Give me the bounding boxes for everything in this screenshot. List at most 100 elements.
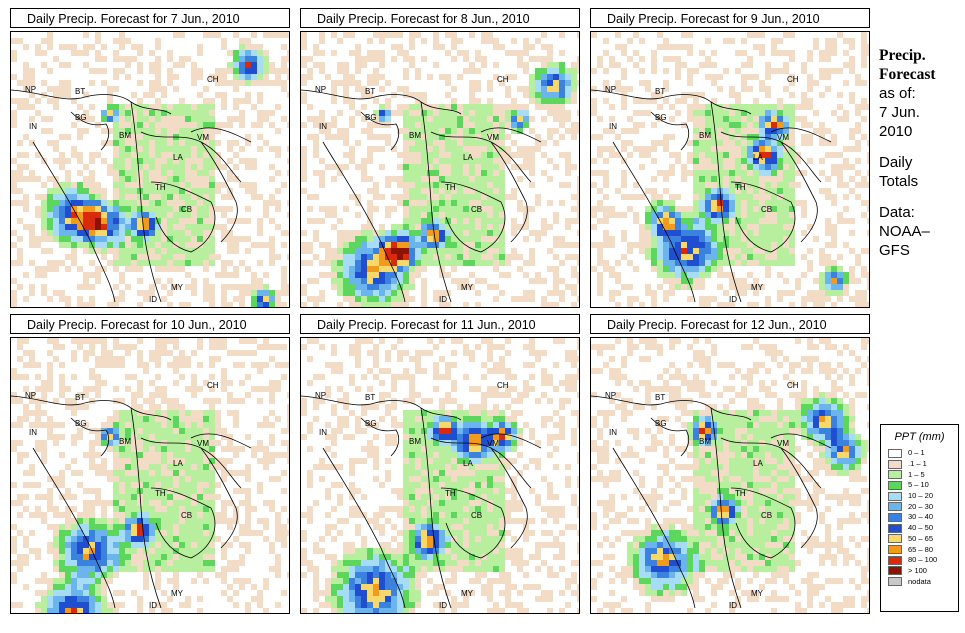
country-label-bm: BM [699,131,711,140]
legend-item: nodata [881,576,958,587]
as-of-date-line1: 7 Jun. [879,104,920,121]
country-label-bt: BT [365,87,375,96]
country-label-bg: BG [365,419,377,428]
precip-map: NP BT BG IN BM CH VM LA TH CB MY ID [300,31,580,308]
country-label-bt: BT [75,87,85,96]
country-label-bg: BG [75,113,87,122]
country-label-in: IN [609,122,617,131]
legend-item: .1 – 1 [881,459,958,470]
precip-map: NP BT BG IN BM CH VM LA TH CB MY ID [590,31,870,308]
legend-item: 1 – 5 [881,469,958,480]
country-label-my: MY [171,589,184,598]
legend-item: 40 – 50 [881,523,958,534]
side-title-line2: Forecast [879,66,936,83]
legend-item: 80 – 100 [881,555,958,566]
precip-map: NP BT BG IN BM CH VM LA TH CB MY ID [590,337,870,614]
legend-swatch [888,470,902,480]
as-of-label: as of: [879,85,916,102]
map-canvas: NP BT BG IN BM CH VM LA TH CB MY ID [11,338,289,613]
country-label-ch: CH [787,381,799,390]
legend-swatch [888,502,902,512]
country-label-th: TH [735,183,746,192]
daily-line1: Daily [879,154,913,171]
legend-swatch [888,545,902,555]
forecast-panel-4: Daily Precip. Forecast for 10 Jun., 2010… [10,314,290,614]
legend-label: 65 – 80 [908,544,934,554]
country-label-cb: CB [181,205,192,214]
legend-label: 20 – 30 [908,501,934,511]
country-label-la: LA [173,153,183,162]
country-label-ch: CH [207,75,219,84]
country-label-id: ID [439,601,447,610]
data-source-line2: NOAA– [879,223,930,240]
country-label-in: IN [319,122,327,131]
country-label-my: MY [461,589,474,598]
country-label-bm: BM [699,437,711,446]
forecast-panel-3: Daily Precip. Forecast for 9 Jun., 2010 … [590,8,870,308]
legend-label: 30 – 40 [908,512,934,522]
country-label-cb: CB [471,511,482,520]
legend-swatch [888,566,902,576]
legend-swatch [888,491,902,501]
country-label-bg: BG [655,113,667,122]
as-of-date-line2: 2010 [879,123,913,140]
legend-swatch [888,448,902,458]
side-title-line1: Precip. [879,47,926,64]
legend-label: > 100 [908,565,927,575]
map-canvas: NP BT BG IN BM CH VM LA TH CB MY ID [11,32,289,307]
panel-title: Daily Precip. Forecast for 11 Jun., 2010 [300,314,580,334]
country-label-cb: CB [761,511,772,520]
precip-map: NP BT BG IN BM CH VM LA TH CB MY ID [10,31,290,308]
daily-line2: Totals [879,173,919,190]
country-label-vm: VM [487,133,499,142]
country-label-vm: VM [777,133,789,142]
country-label-id: ID [729,295,737,304]
legend-label: 1 – 5 [908,469,925,479]
legend-item: 30 – 40 [881,512,958,523]
country-label-ch: CH [787,75,799,84]
panel-title: Daily Precip. Forecast for 8 Jun., 2010 [300,8,580,28]
country-label-th: TH [155,183,166,192]
country-label-bm: BM [409,131,421,140]
legend-swatch [888,512,902,522]
legend-label: 10 – 20 [908,491,934,501]
map-canvas: NP BT BG IN BM CH VM LA TH CB MY ID [301,32,579,307]
legend-label: 0 – 1 [908,448,925,458]
legend-swatch [888,555,902,565]
country-label-ch: CH [207,381,219,390]
country-label-my: MY [461,283,474,292]
panel-title: Daily Precip. Forecast for 12 Jun., 2010 [590,314,870,334]
country-label-np: NP [605,391,616,400]
country-label-vm: VM [197,133,209,142]
forecast-panel-5: Daily Precip. Forecast for 11 Jun., 2010… [300,314,580,614]
precip-map: NP BT BG IN BM CH VM LA TH CB MY ID [10,337,290,614]
panel-title: Daily Precip. Forecast for 7 Jun., 2010 [10,8,290,28]
legend-label: 40 – 50 [908,523,934,533]
legend-item: 5 – 10 [881,480,958,491]
country-label-np: NP [605,85,616,94]
country-label-cb: CB [761,205,772,214]
country-label-th: TH [445,489,456,498]
country-label-la: LA [463,459,473,468]
map-canvas: NP BT BG IN BM CH VM LA TH CB MY ID [591,338,869,613]
legend-item: 20 – 30 [881,501,958,512]
legend-label: nodata [908,576,931,586]
legend-title: PPT (mm) [894,431,945,443]
country-label-cb: CB [471,205,482,214]
country-label-bg: BG [75,419,87,428]
country-label-vm: VM [777,439,789,448]
data-source-line1: Data: [879,204,915,221]
country-label-th: TH [155,489,166,498]
precip-map: NP BT BG IN BM CH VM LA TH CB MY ID [300,337,580,614]
legend-label: 80 – 100 [908,555,938,565]
country-label-id: ID [149,295,157,304]
country-label-la: LA [753,153,763,162]
legend-item: > 100 [881,566,958,577]
panel-title: Daily Precip. Forecast for 9 Jun., 2010 [590,8,870,28]
country-label-in: IN [29,428,37,437]
forecast-panel-6: Daily Precip. Forecast for 12 Jun., 2010… [590,314,870,614]
country-label-np: NP [25,391,36,400]
country-label-vm: VM [197,439,209,448]
